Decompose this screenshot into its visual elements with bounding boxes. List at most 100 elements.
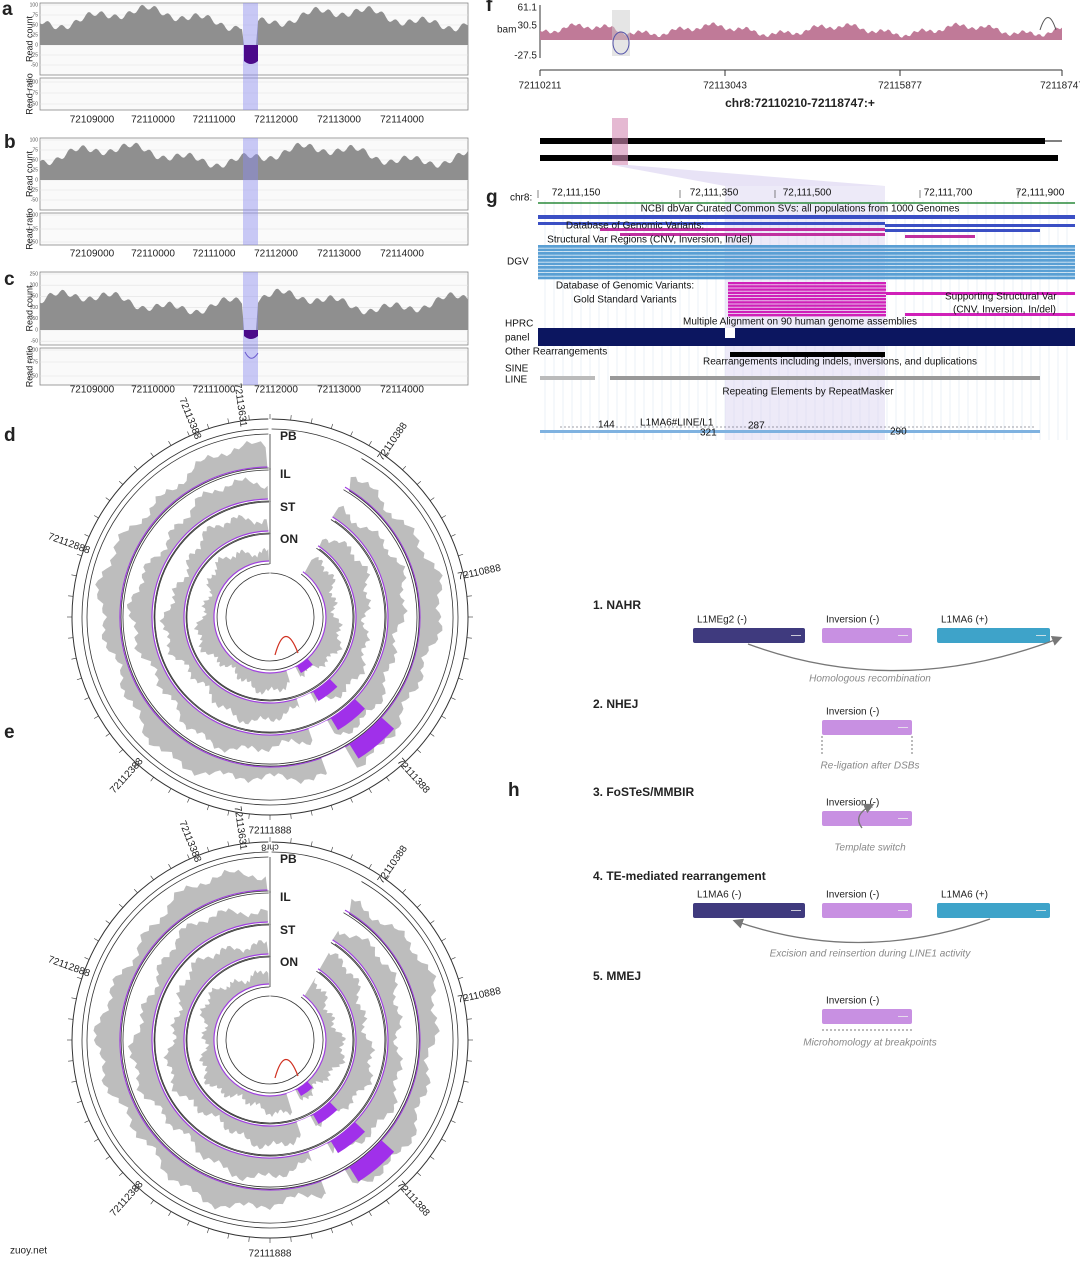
tick-mark [466,1018,472,1020]
label: 0.50 [28,373,38,379]
ring-baseline [213,560,327,674]
gold-bar [728,307,886,310]
label: Excision and reinsertion during LINE1 ac… [770,949,972,960]
tick-mark [68,1060,74,1062]
zoom [612,165,885,186]
tick-mark [227,418,230,424]
label: 72110211 [518,81,561,92]
ring-gap [296,692,324,725]
tick-mark [248,838,250,844]
label: Supporting Structural Var [945,292,1057,303]
tick-mark [416,749,422,754]
dgv-bar [538,245,1075,248]
ring-edge [154,501,386,733]
tick-mark [450,957,456,960]
tick-mark [105,1156,110,1160]
label: 72113043 [703,81,747,92]
tick-mark [248,813,250,819]
ring-baseline [183,530,357,704]
tick-mark [310,1233,313,1239]
hprc [538,328,1075,346]
ring-baseline [183,953,357,1127]
coverage-ring [199,970,346,1117]
tick-mark [68,595,74,597]
label: 72109000 [70,385,115,396]
tick-mark [168,1211,172,1216]
ring-gap [308,720,341,755]
deletion [330,1122,365,1154]
coverage-area [40,142,468,180]
label: 72,111,350 [690,188,739,199]
tick-mark [386,875,390,880]
outer-circle [81,851,459,1229]
tick-mark [310,810,313,816]
dgv-bar [538,252,1075,255]
tick-mark [402,1186,407,1192]
tick-mark [84,534,90,537]
ring-gap [286,1089,307,1118]
coverage-ring [163,940,376,1150]
tick-mark [441,1138,446,1142]
label: Inversion (-) [826,996,879,1007]
sv-bar [538,222,885,225]
label: -25 [31,52,38,58]
ring-baseline [119,889,421,1191]
link-arc [274,635,299,656]
gold-bar [728,314,886,317]
tick-mark [458,677,464,681]
tick-mark [94,515,99,519]
label: a [2,0,13,20]
ring-gap [321,746,360,787]
label: Inversion (-) [826,707,879,718]
tick-mark [187,854,190,860]
element-box [822,720,912,735]
gold-bar [728,294,886,298]
transcript [540,138,1045,144]
ring-baseline [213,983,327,1097]
label: Read ratio [24,346,34,388]
element-box [937,628,1050,643]
label: 72113631 [232,383,249,428]
label: -25 [31,187,38,193]
label: 72118747 [1040,81,1080,92]
label: 0 [35,42,38,48]
element-box [822,628,912,643]
tick-mark [416,903,422,908]
ring-edge [216,986,324,1094]
label: Read count [24,285,34,332]
label: HPRC [505,319,533,330]
label: 72109000 [70,249,115,260]
label: Read ratio [24,73,34,115]
tick-mark [71,997,77,1000]
tick-mark [368,864,372,869]
tick-mark [386,452,390,457]
tick-mark [227,1233,230,1239]
rearr [730,352,885,357]
element-box [937,903,1050,918]
label: chr8: [510,193,532,204]
label: 150 [30,294,39,300]
tick-mark [416,1172,422,1177]
label: Microhomology at breakpoints [803,1038,936,1049]
tick-mark [150,452,154,457]
tick-mark [430,920,435,924]
label: 72112388 [108,756,146,796]
line-el [610,376,1040,380]
ring-edge [122,469,418,765]
label: 50 [32,22,38,28]
label: 25 [32,32,38,38]
highlight [243,272,258,385]
label: 0 [35,177,38,183]
label: Template switch [834,843,906,854]
tick-mark [458,553,464,557]
arrow [858,803,875,829]
deletion [349,1140,395,1182]
label: 72113000 [317,115,361,126]
label: 72,111,900 [1016,188,1065,199]
label: 1.00 [28,347,38,353]
ring-baseline [151,498,389,736]
label: ON [280,955,298,969]
tick-mark [94,938,99,942]
tick-mark [105,497,110,501]
tick-mark [368,788,372,793]
